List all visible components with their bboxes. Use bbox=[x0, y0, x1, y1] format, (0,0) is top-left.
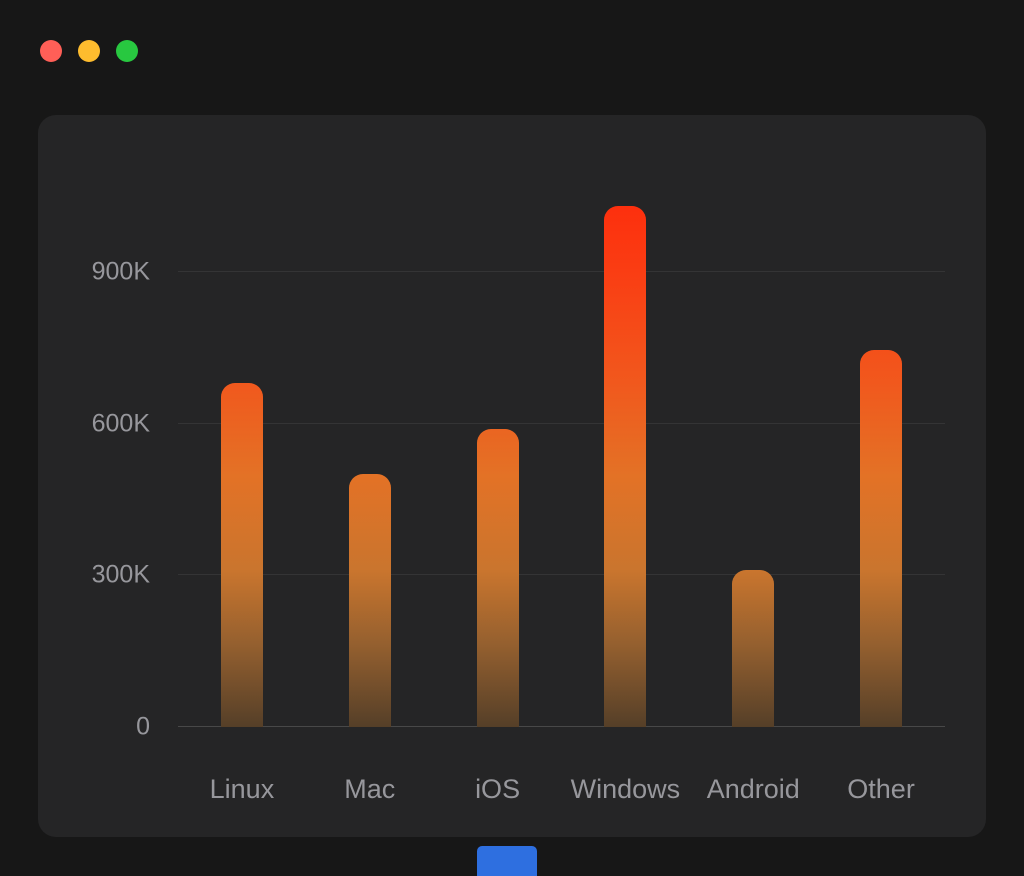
x-axis-label-mac: Mac bbox=[344, 774, 396, 804]
minimize-button[interactable] bbox=[78, 40, 100, 62]
gridline-900k bbox=[178, 271, 945, 273]
y-axis-label-300k: 300K bbox=[91, 560, 150, 589]
y-axis-label-600k: 600K bbox=[91, 409, 150, 438]
chart-column-android bbox=[689, 171, 817, 727]
chart-column-windows bbox=[561, 171, 689, 727]
x-axis-label-linux: Linux bbox=[209, 774, 275, 804]
close-button[interactable] bbox=[40, 40, 62, 62]
chart-column-mac bbox=[306, 171, 434, 727]
gridline-600k bbox=[178, 422, 945, 424]
bar-other[interactable] bbox=[860, 350, 903, 727]
chart-column-linux bbox=[178, 171, 306, 727]
chart-column-other bbox=[817, 171, 945, 727]
gridline-300k bbox=[178, 574, 945, 576]
x-axis-line bbox=[178, 726, 945, 727]
y-axis-label-900k: 900K bbox=[91, 257, 150, 286]
y-axis-label-0: 0 bbox=[136, 712, 150, 741]
bar-windows[interactable] bbox=[604, 206, 647, 727]
bar-mac[interactable] bbox=[348, 474, 391, 727]
zoom-button[interactable] bbox=[116, 40, 138, 62]
x-axis-label-ios: iOS bbox=[475, 774, 521, 804]
chart-column-ios bbox=[434, 171, 562, 727]
chart-panel: Linux Mac iOS Windows Android Other 0 300K 600K… bbox=[38, 115, 986, 837]
x-axis-label-android: Android bbox=[706, 774, 800, 804]
partial-blue-element[interactable] bbox=[477, 846, 537, 876]
x-axis-labels: Linux Mac iOS Windows Android Other bbox=[178, 774, 945, 805]
bar-chart bbox=[178, 171, 945, 727]
x-axis-label-other: Other bbox=[847, 774, 915, 804]
bar-ios[interactable] bbox=[476, 429, 519, 727]
bar-linux[interactable] bbox=[220, 383, 263, 727]
bar-android[interactable] bbox=[732, 570, 775, 727]
window-titlebar bbox=[40, 40, 138, 62]
x-axis-label-windows: Windows bbox=[570, 774, 681, 804]
